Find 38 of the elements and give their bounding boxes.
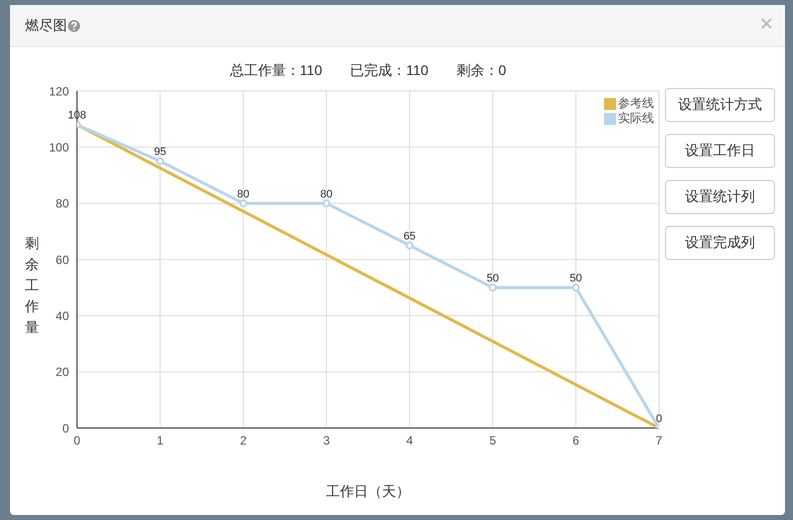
- x-axis-title: 工作日（天）: [325, 483, 411, 501]
- y-tick-label: 60: [56, 252, 70, 267]
- x-tick-label: 5: [489, 434, 496, 448]
- y-tick-label: 120: [48, 84, 70, 98]
- point: [488, 284, 497, 292]
- x-tick-label: 1: [156, 434, 164, 448]
- x-tick-label: 2: [240, 434, 247, 448]
- point: [406, 241, 414, 250]
- data-label: 95: [154, 146, 166, 158]
- x-tick-label: 3: [323, 434, 330, 448]
- y-tick-label: 20: [56, 365, 70, 380]
- data-label: 80: [320, 188, 333, 200]
- x-tick-label: 0: [74, 434, 81, 448]
- point: [322, 199, 330, 208]
- text: 设置统计列: [665, 180, 775, 214]
- chart-title: 燃尽图: [25, 16, 67, 34]
- text: 设置工作日: [665, 134, 775, 168]
- data-label: 50: [570, 272, 582, 285]
- legend-label: 实际线: [618, 111, 654, 126]
- point: [572, 284, 580, 292]
- y-tick-label: 40: [56, 308, 70, 323]
- y-tick-label: 0: [62, 421, 70, 436]
- data-label: 50: [486, 272, 499, 285]
- x-tick-label: 6: [572, 434, 580, 448]
- point: [156, 157, 164, 166]
- y-tick-label: 80: [56, 196, 70, 211]
- point: [239, 199, 248, 208]
- data-label: 0: [656, 413, 662, 425]
- data-label: 65: [403, 230, 416, 242]
- y-axis-title: 剩余工作量: [24, 234, 40, 337]
- legend-label: 参考线: [618, 96, 654, 111]
- data-label: 80: [237, 188, 250, 200]
- x-tick-label: 4: [406, 434, 414, 448]
- y-tick-label: 100: [48, 140, 70, 154]
- chart-subtitle: 总工作量：110 已完成：110 剩余：0: [228, 62, 508, 80]
- x-tick-label: 7: [656, 434, 663, 448]
- text: 设置统计方式: [665, 88, 775, 122]
- text: 设置完成列: [665, 226, 775, 260]
